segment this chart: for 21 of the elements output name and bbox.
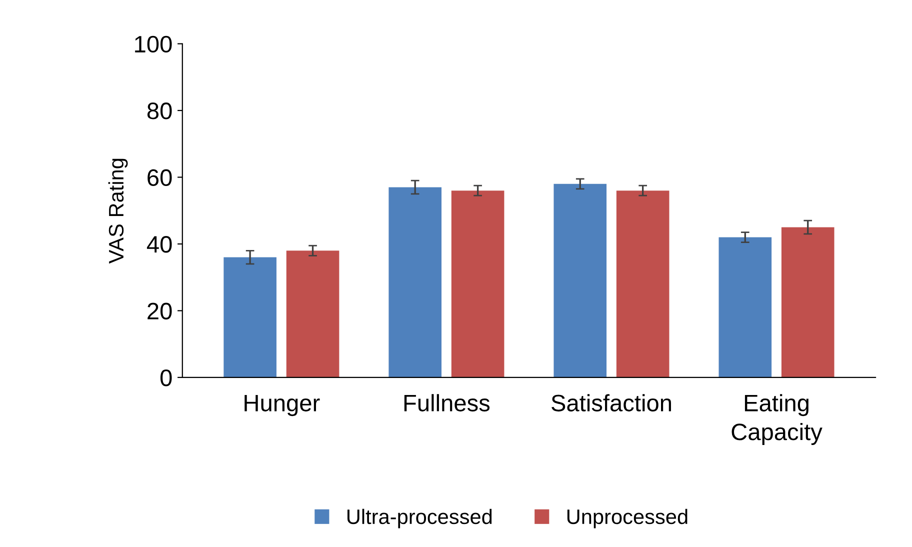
bar <box>616 190 670 378</box>
bar <box>286 250 340 378</box>
x-tick-label: Fullness <box>404 394 490 412</box>
y-tick-label: 80 <box>147 102 172 120</box>
bar <box>388 187 442 378</box>
y-axis-title: VAS Rating <box>108 158 128 264</box>
x-tick-label: Satisfaction <box>552 394 671 412</box>
bar <box>224 257 276 378</box>
y-tick-label: 100 <box>135 36 172 53</box>
y-tick-label: 0 <box>160 370 172 386</box>
bar <box>554 184 607 378</box>
y-tick-label: 40 <box>146 236 172 253</box>
y-tick-label: 60 <box>148 169 172 186</box>
bar <box>451 190 504 378</box>
bar <box>781 227 834 378</box>
legend-label: Unprocessed <box>567 508 688 528</box>
bar <box>718 237 772 378</box>
x-tick-label: Eating Capacity <box>732 394 822 445</box>
x-tick-label: Hunger <box>244 394 320 416</box>
legend-label: Ultra-processed <box>347 508 492 528</box>
y-tick-label: 20 <box>148 302 172 320</box>
